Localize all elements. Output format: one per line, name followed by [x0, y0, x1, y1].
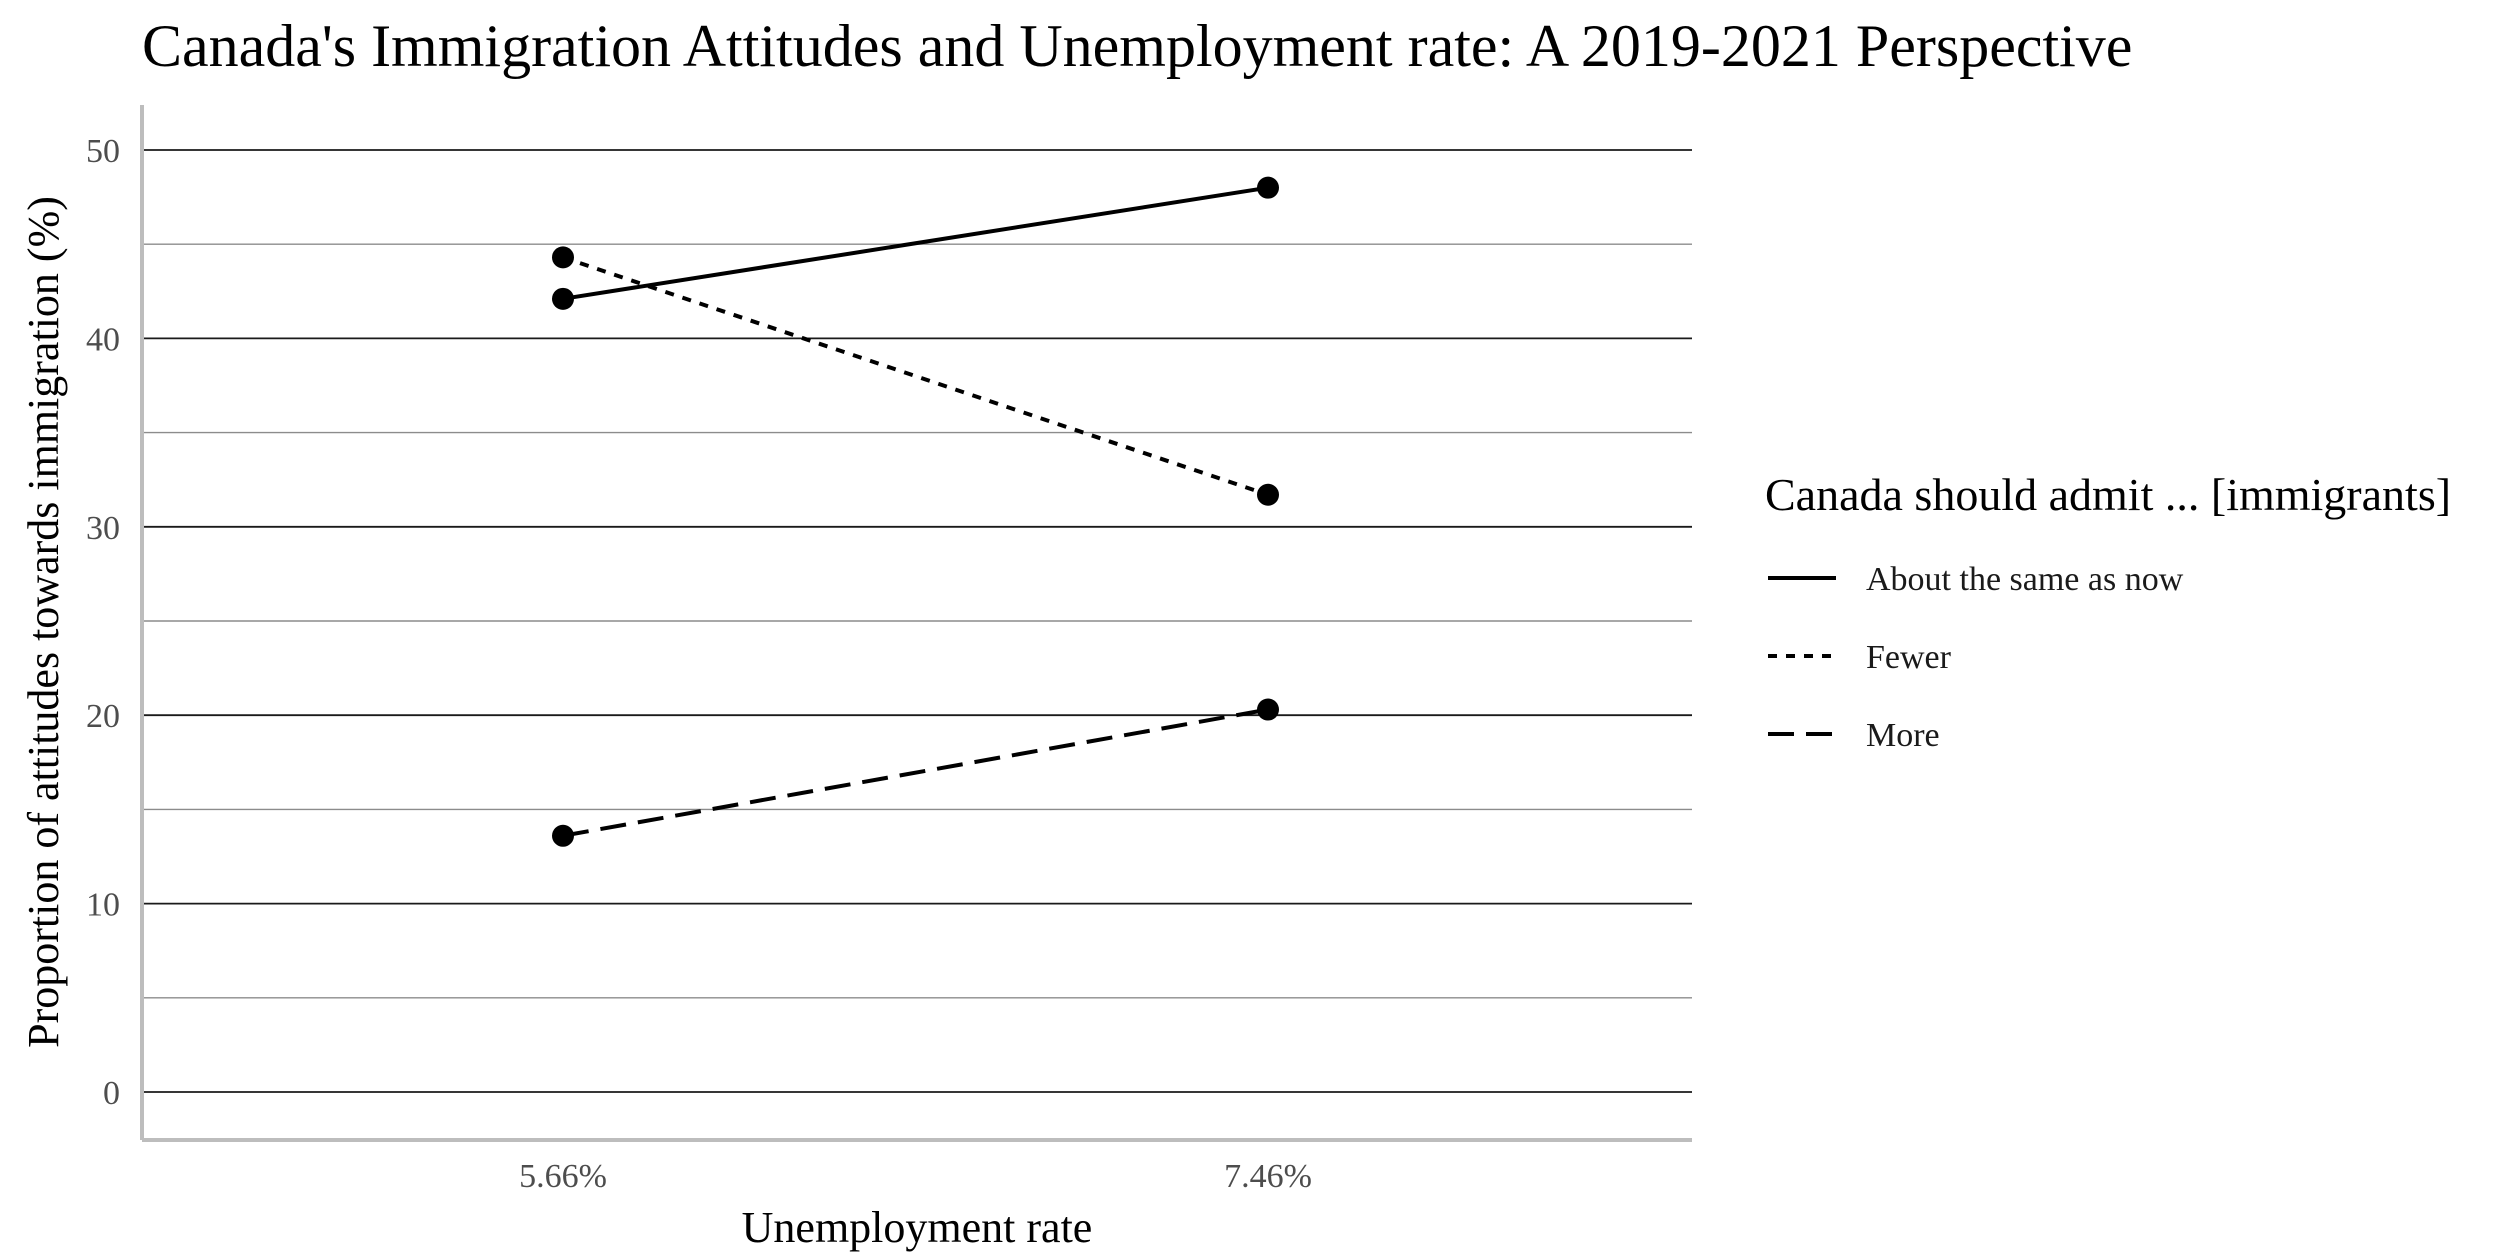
data-point-fewer: [552, 246, 574, 269]
data-point-more: [552, 824, 574, 847]
y-axis-title: Proportion of attitudes towards immigrat…: [19, 196, 68, 1048]
y-tick-label: 40: [86, 321, 120, 358]
x-ticks: 5.66% 7.46%: [519, 1158, 1312, 1195]
y-tick-label: 10: [86, 887, 120, 924]
chart-title: Canada's Immigration Attitudes and Unemp…: [142, 13, 2132, 79]
series-group: [552, 176, 1279, 847]
y-tick-label: 20: [86, 698, 120, 735]
legend: Canada should admit ... [immigrants] Abo…: [1765, 469, 2451, 754]
legend-label-about-the-same-as-now: About the same as now: [1866, 561, 2184, 598]
legend-label-more: More: [1866, 717, 1940, 754]
data-point-about-the-same-as-now: [1257, 176, 1279, 199]
x-tick-label: 7.46%: [1224, 1158, 1312, 1195]
x-axis-title: Unemployment rate: [742, 1203, 1093, 1252]
x-tick-label: 5.66%: [519, 1158, 607, 1195]
legend-items: About the same as now Fewer More: [1768, 561, 2184, 754]
series-line-about-the-same-as-now: [562, 185, 1269, 301]
data-point-more: [1257, 698, 1279, 721]
data-point-fewer: [1257, 483, 1279, 506]
y-ticks: 0 10 20 30 40 50: [86, 133, 120, 1112]
y-tick-label: 50: [86, 133, 120, 170]
legend-title: Canada should admit ... [immigrants]: [1765, 469, 2451, 520]
grid: [142, 149, 1692, 1093]
series-line-more: [562, 707, 1269, 838]
data-point-about-the-same-as-now: [552, 287, 574, 310]
legend-label-fewer: Fewer: [1866, 639, 1952, 676]
y-tick-label: 0: [103, 1075, 120, 1112]
y-tick-label: 30: [86, 510, 120, 547]
series-line-fewer: [562, 255, 1269, 497]
